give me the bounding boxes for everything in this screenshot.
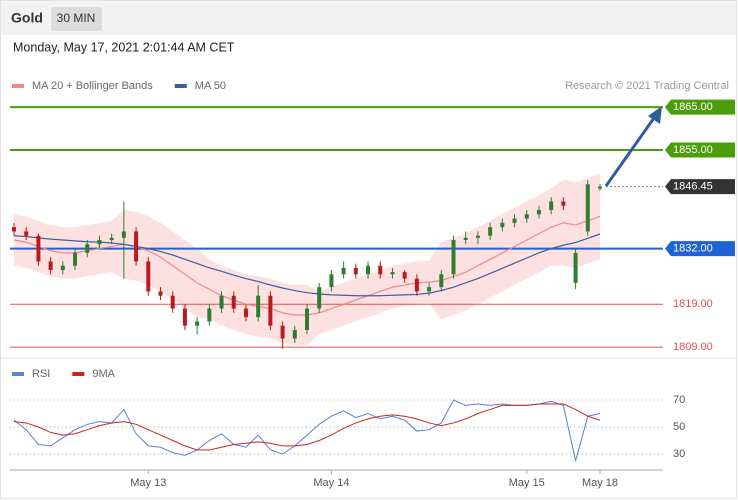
legend-swatch [12, 84, 24, 88]
candle-body [414, 278, 419, 292]
level-label: 1819.00 [673, 298, 713, 310]
candle-body [12, 227, 16, 232]
level-label: 1855.00 [673, 144, 713, 156]
candle-body [329, 274, 334, 288]
candle-body [170, 295, 175, 309]
x-tick-label: May 13 [130, 477, 166, 489]
candle-body [598, 186, 602, 189]
candle-body [36, 235, 41, 262]
candle-body [573, 252, 578, 283]
candle-body [353, 267, 358, 275]
candle-body [524, 214, 529, 219]
candle-body [305, 308, 309, 330]
level-label: 1846.45 [673, 181, 713, 193]
bollinger-band [14, 173, 600, 345]
subtitle: Monday, May 17, 2021 2:01:44 AM CET [13, 40, 235, 54]
rsi-line [13, 399, 601, 461]
source: Research © 2021 Trading Central [565, 80, 729, 92]
candle-body [402, 272, 407, 279]
timeframe: 30 MIN [57, 11, 96, 25]
candle-body [512, 218, 517, 223]
candle-body [341, 267, 346, 275]
arrow-head [648, 106, 662, 124]
legend-swatch [174, 84, 187, 88]
legend-label: MA 50 [195, 80, 226, 92]
candle-body [488, 227, 493, 236]
candle-body [24, 231, 29, 236]
candle-body [231, 295, 236, 309]
target-arrow [604, 117, 656, 187]
candle-body [109, 237, 114, 240]
legend-swatch [72, 372, 85, 376]
y-tick-label: 70 [673, 394, 685, 406]
timeframe-badge [51, 7, 102, 31]
candle-body [207, 308, 212, 322]
candle-body [378, 265, 383, 275]
legend-swatch [12, 372, 24, 376]
x-tick-label: May 14 [313, 477, 349, 489]
candle-body [585, 184, 590, 232]
legend-label: RSI [32, 368, 50, 380]
candle-body [195, 321, 200, 326]
candle-body [48, 261, 53, 270]
candle-body [427, 287, 432, 292]
candle-body [60, 265, 65, 270]
candle-body [158, 291, 163, 296]
candle-body [243, 308, 248, 318]
candle-body [500, 222, 505, 228]
rsi-line [13, 403, 601, 451]
candle-body [146, 261, 151, 292]
candle-body [219, 295, 224, 309]
x-tick-label: May 15 [509, 477, 545, 489]
candle-body [292, 330, 297, 339]
y-tick-label: 50 [673, 421, 685, 433]
level-tag [665, 142, 735, 158]
candle-body [561, 201, 566, 206]
candle-body [463, 237, 468, 240]
level-label: 1832.00 [673, 242, 713, 254]
candle-body [97, 240, 102, 245]
legend-label: MA 20 + Bollinger Bands [32, 80, 153, 92]
legend-label: 9MA [92, 368, 115, 380]
y-tick-label: 30 [673, 448, 685, 460]
candle-body [73, 252, 78, 266]
level-tag [665, 179, 735, 195]
candle-body [256, 295, 261, 318]
candle-body [549, 201, 554, 210]
candle-body [280, 325, 285, 339]
level-tag [665, 241, 735, 257]
candle-body [182, 308, 187, 326]
header-bar [0, 0, 737, 35]
x-tick-label: May 18 [582, 477, 618, 489]
candle-body [121, 231, 126, 238]
level-label: 1809.00 [673, 341, 713, 353]
level-label: 1865.00 [673, 101, 713, 113]
candle-body [317, 287, 322, 309]
candle-body [366, 265, 371, 275]
candle-body [439, 274, 444, 288]
title: Gold [11, 10, 43, 26]
candle-body [451, 240, 456, 275]
level-tag [665, 99, 735, 115]
candle-body [134, 231, 139, 262]
candle-body [536, 210, 541, 215]
candle-body [85, 244, 90, 253]
candle-body [390, 272, 395, 275]
candle-body [268, 295, 273, 326]
candle-body [475, 235, 480, 238]
